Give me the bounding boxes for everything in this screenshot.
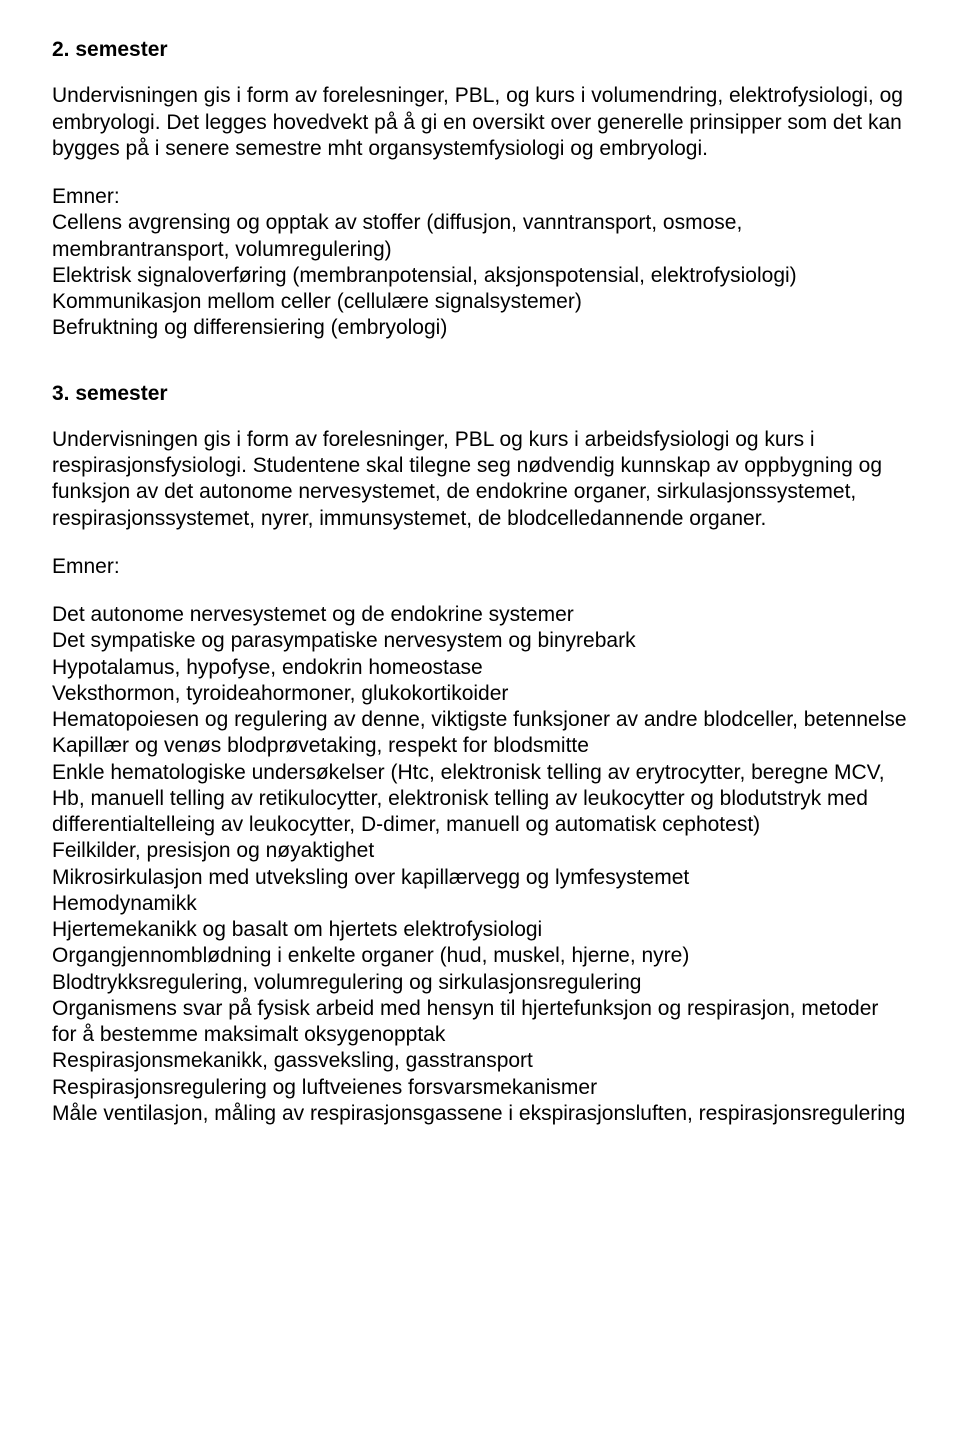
spacer: [52, 364, 908, 380]
semester-2-emner: Emner: Cellens avgrensing og opptak av s…: [52, 184, 908, 342]
emner-label: Emner:: [52, 185, 120, 208]
semester-3-intro: Undervisningen gis i form av forelesning…: [52, 427, 908, 532]
semester-3-emner-body: Det autonome nervesystemet og de endokri…: [52, 602, 908, 1127]
semester-2-emner-body: Cellens avgrensing og opptak av stoffer …: [52, 211, 797, 339]
semester-3-emner-label: Emner:: [52, 554, 908, 580]
semester-2-heading: 2. semester: [52, 36, 908, 63]
document-page: 2. semester Undervisningen gis i form av…: [0, 0, 960, 1431]
semester-2-intro: Undervisningen gis i form av forelesning…: [52, 83, 908, 162]
semester-3-heading: 3. semester: [52, 380, 908, 407]
